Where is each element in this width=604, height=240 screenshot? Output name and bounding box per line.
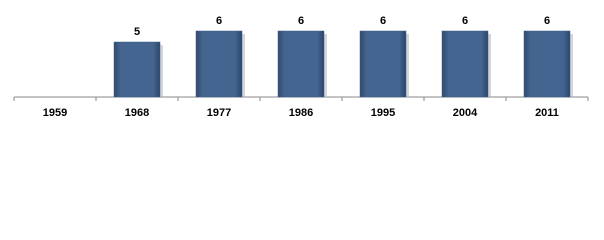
value-label: 6 [380,15,386,27]
x-tick-label: 1968 [125,107,149,119]
value-label: 6 [216,15,222,27]
bar [523,30,571,98]
bar [441,30,489,98]
chart: 1959 1968 5 1977 6 1986 6 1995 6 2004 6 2011 6 [13,15,589,119]
x-tick-label: 1977 [207,107,231,119]
x-tick-label: 2011 [535,107,559,119]
value-label: 6 [544,15,550,27]
x-tick-label: 2004 [453,107,478,119]
x-tick-label: 1986 [289,107,313,119]
value-label: 5 [134,26,140,38]
bar [277,30,325,98]
bar [113,41,161,98]
x-tick-label: 1959 [43,107,67,119]
x-tick-label: 1995 [371,107,395,119]
bar [195,30,243,98]
value-label: 6 [462,15,468,27]
value-label: 6 [298,15,304,27]
bar [359,30,407,98]
